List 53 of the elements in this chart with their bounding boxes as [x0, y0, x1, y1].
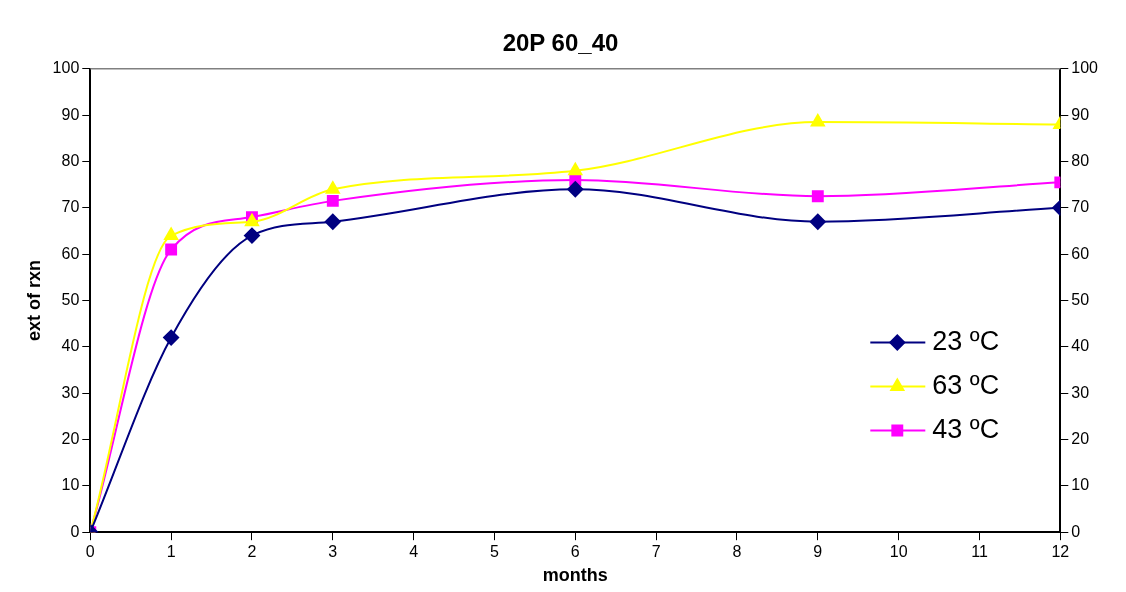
x-axis-title: months	[542, 565, 608, 586]
y-tick-label: 60	[61, 244, 80, 262]
x-tick-label: 4	[409, 543, 419, 561]
y2-tick-label: 80	[1071, 151, 1090, 169]
point	[810, 114, 825, 127]
chart-title: 20P 60_40	[502, 29, 619, 57]
x-tick-label: 5	[490, 543, 500, 561]
y-tick-label: 70	[61, 198, 80, 216]
y-tick-label: 20	[61, 429, 80, 447]
x-tick-label: 8	[732, 543, 742, 561]
x-tick-label: 7	[651, 543, 661, 561]
x-tick-label: 1	[166, 543, 176, 561]
y2-tick-label: 20	[1071, 429, 1090, 447]
y-axis-title: ext of rxn	[23, 259, 44, 342]
y2-tick-label: 90	[1071, 105, 1090, 123]
point	[809, 213, 826, 230]
y2-tick-label: 40	[1071, 337, 1090, 355]
point	[325, 181, 340, 194]
legend-label: 43 ºC	[932, 413, 1000, 444]
x-tick-label: 3	[328, 543, 338, 561]
y2-tick-label: 0	[1071, 522, 1081, 540]
x-tick-label: 9	[813, 543, 823, 561]
y-tick-label: 100	[52, 59, 80, 77]
point	[567, 181, 584, 198]
x-tick-label: 2	[247, 543, 257, 561]
y2-tick-label: 70	[1071, 198, 1090, 216]
y2-tick-label: 30	[1071, 383, 1090, 401]
point	[568, 162, 583, 176]
x-tick-label: 10	[889, 543, 908, 561]
point	[165, 243, 178, 256]
y-tick-label: 50	[61, 290, 80, 308]
y2-tick-label: 10	[1071, 476, 1090, 494]
y-tick-label: 80	[61, 151, 80, 169]
point	[324, 213, 341, 230]
point	[163, 329, 180, 346]
point	[243, 227, 260, 244]
y2-tick-label: 100	[1071, 59, 1099, 77]
y-tick-label: 30	[61, 383, 80, 401]
x-tick-label: 11	[971, 543, 988, 561]
x-tick-label: 0	[85, 543, 95, 561]
y-tick-label: 10	[61, 476, 80, 494]
y-tick-label: 90	[61, 105, 80, 123]
y-tick-label: 0	[70, 522, 80, 540]
point	[326, 194, 339, 207]
x-tick-label: 12	[1051, 543, 1070, 561]
legend-label: 63 ºC	[932, 369, 1000, 400]
x-tick-label: 6	[570, 543, 580, 561]
point	[811, 190, 824, 203]
y2-tick-label: 50	[1071, 290, 1090, 308]
y-tick-label: 40	[61, 337, 80, 355]
point	[164, 227, 179, 241]
legend-label: 23 ºC	[932, 325, 1000, 356]
y2-tick-label: 60	[1071, 244, 1090, 262]
